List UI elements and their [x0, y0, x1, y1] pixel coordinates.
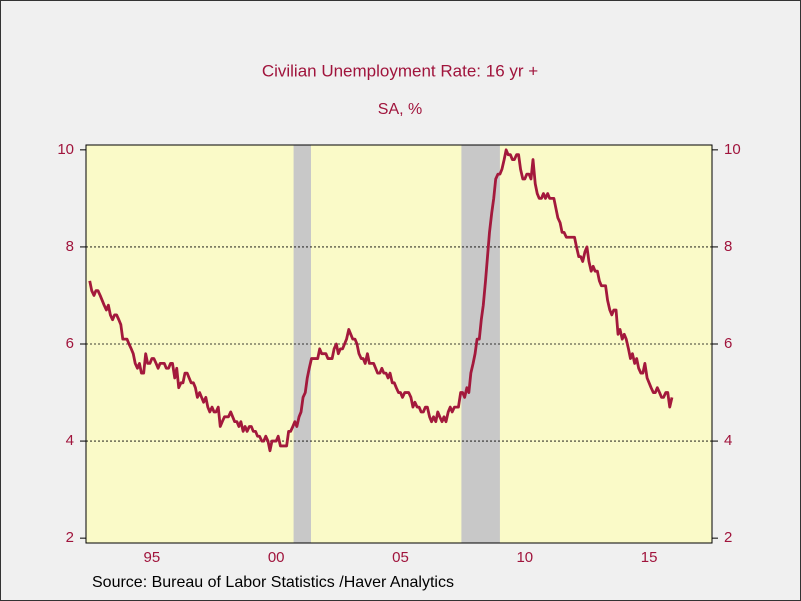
source-note: Source: Bureau of Labor Statistics /Have… — [92, 574, 454, 591]
x-tick-label: 00 — [268, 549, 285, 566]
chart-subtitle: SA, % — [378, 101, 422, 118]
y-tick-label: 10 — [57, 141, 74, 158]
x-tick-label: 05 — [392, 549, 409, 566]
y-tick-label: 6 — [66, 335, 74, 352]
y-tick-label: 8 — [66, 238, 74, 255]
data-line — [88, 148, 674, 453]
y-tick-label: 2 — [66, 529, 74, 546]
chart-title: Civilian Unemployment Rate: 16 yr + — [262, 61, 538, 80]
y2-tick-label: 6 — [724, 335, 732, 352]
y2-tick-label: 10 — [724, 141, 741, 158]
y2-tick-label: 4 — [724, 432, 732, 449]
y2-tick-label: 8 — [724, 238, 732, 255]
x-tick-label: 95 — [144, 549, 161, 566]
y2-tick-label: 2 — [724, 529, 732, 546]
plot-border — [85, 144, 713, 544]
x-tick-label: 15 — [641, 549, 658, 566]
x-tick-label: 10 — [516, 549, 533, 566]
y-tick-label: 4 — [66, 432, 74, 449]
